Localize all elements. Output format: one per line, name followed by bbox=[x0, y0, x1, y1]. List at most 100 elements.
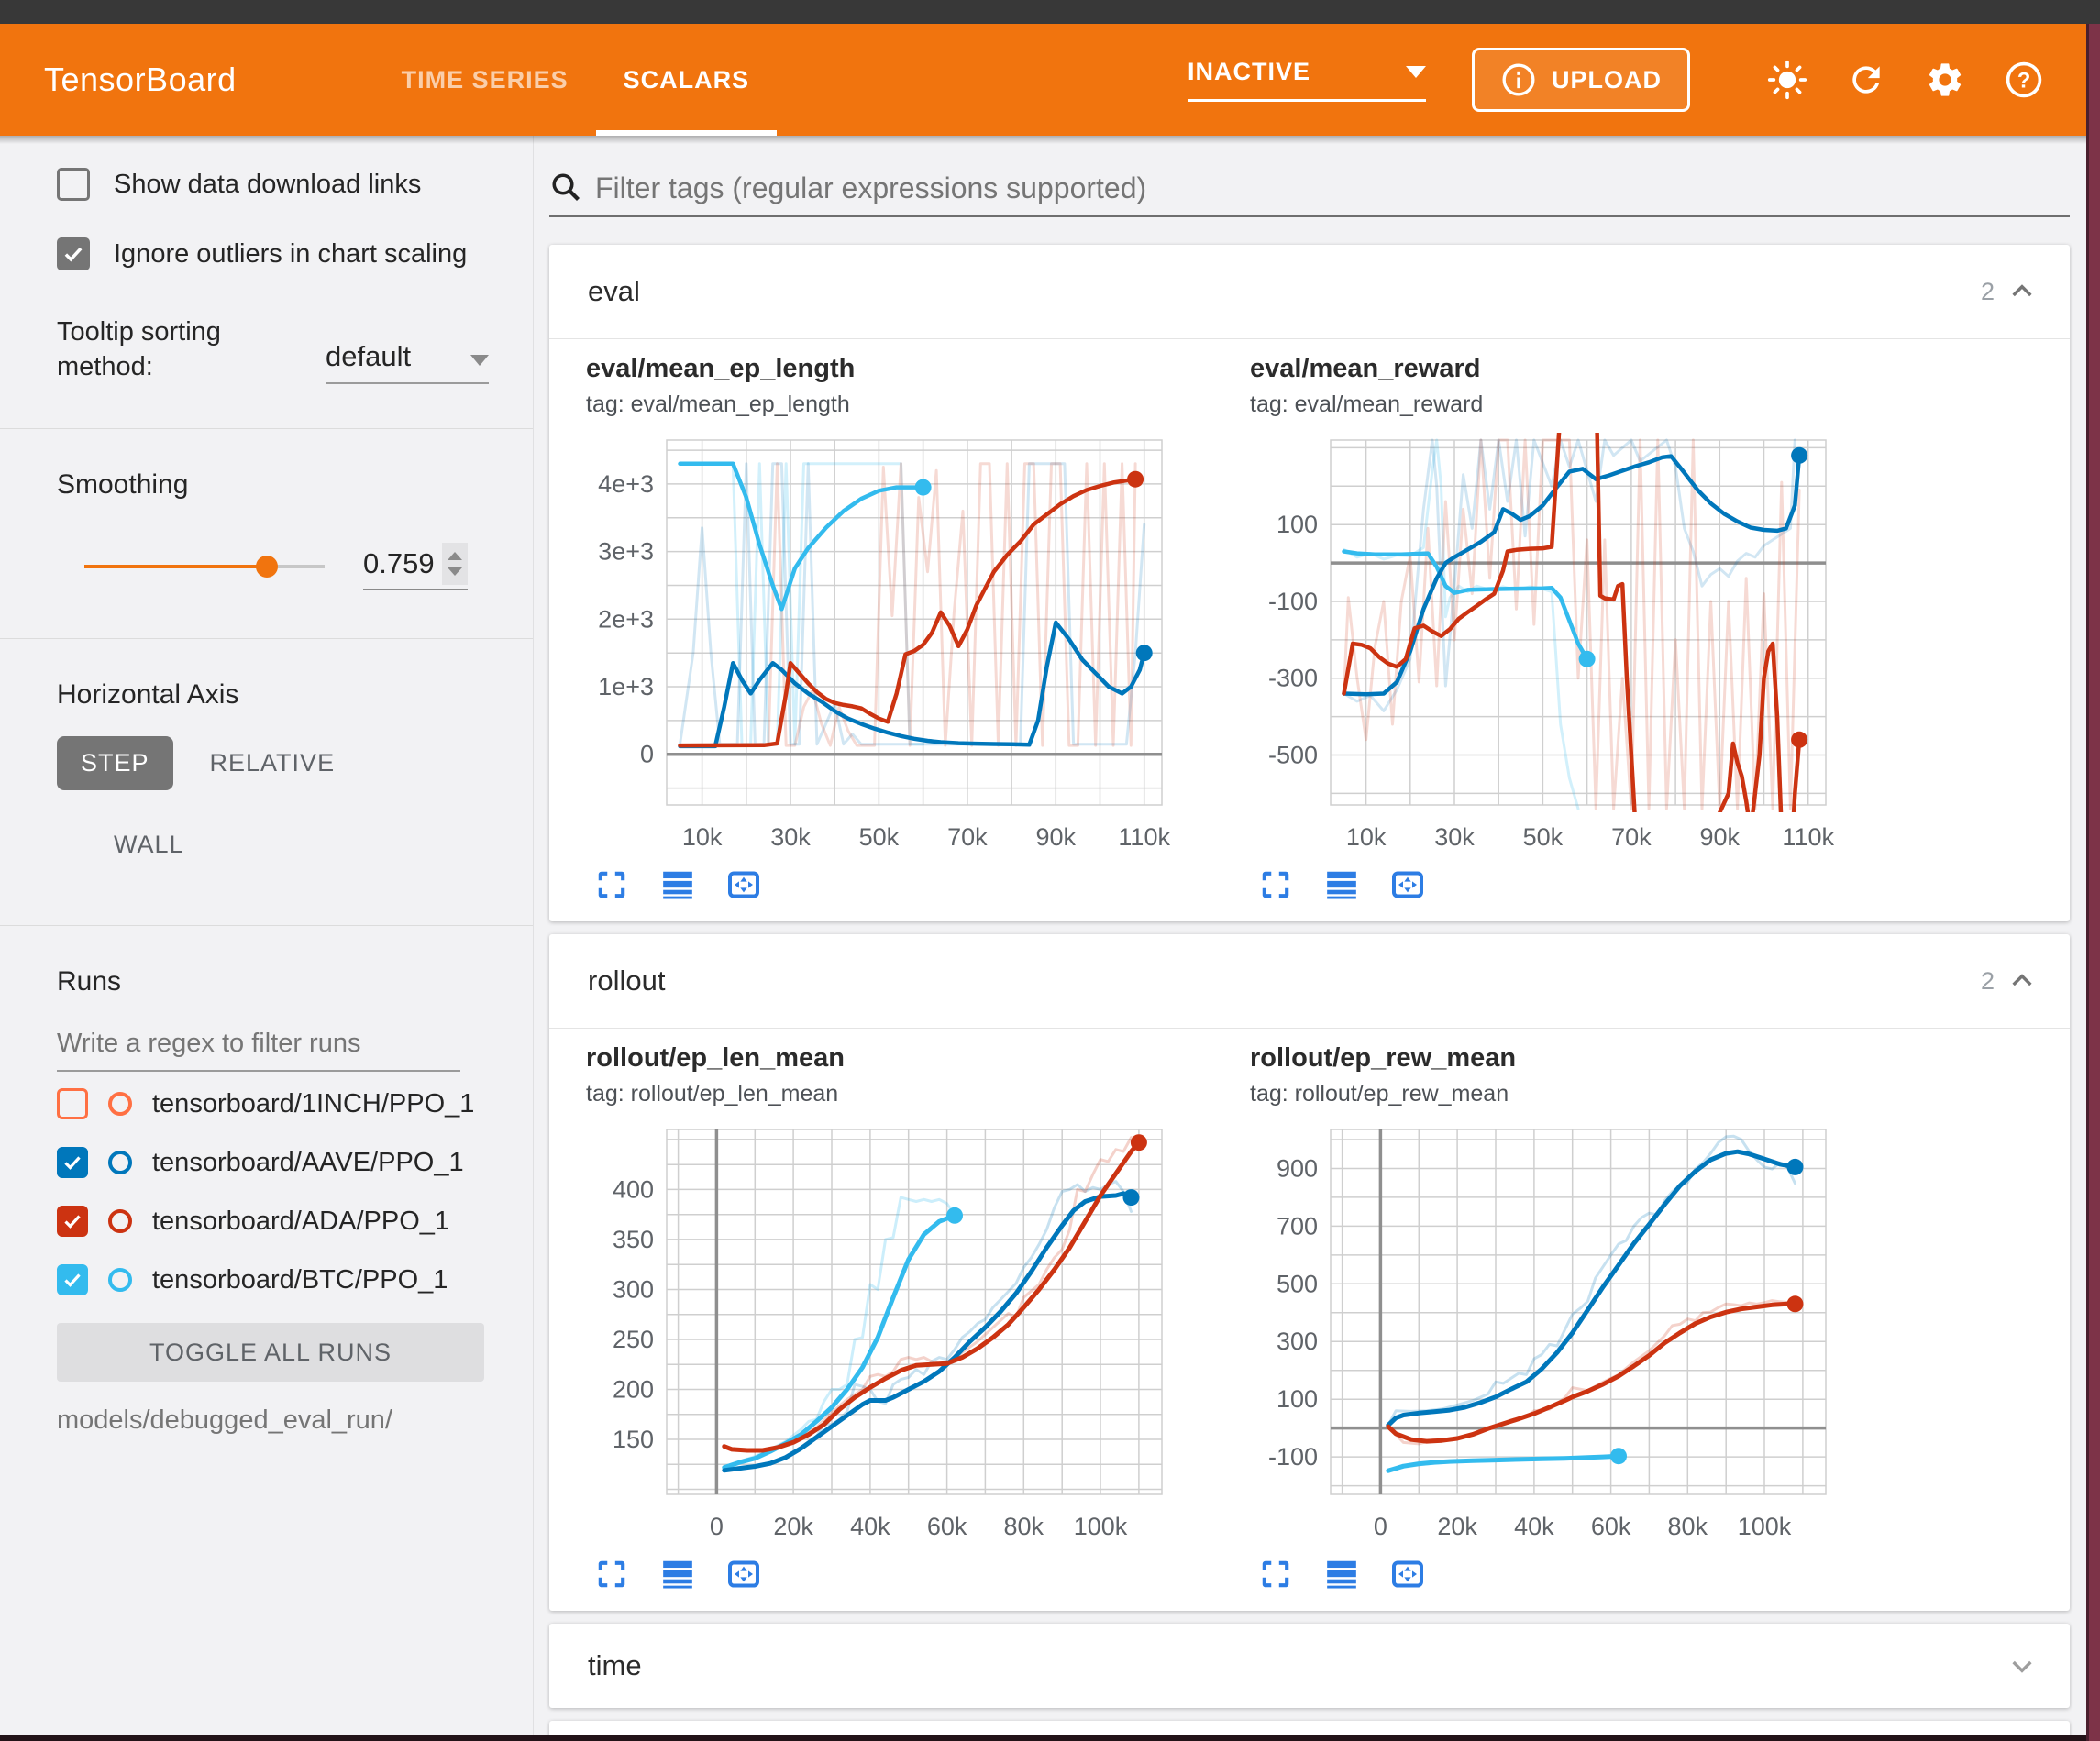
run-color-ring[interactable] bbox=[108, 1268, 132, 1293]
smoothing-input[interactable]: 0.759 bbox=[363, 543, 468, 591]
info-icon bbox=[1500, 61, 1537, 98]
help-icon[interactable]: ? bbox=[2000, 56, 2048, 104]
divider bbox=[549, 338, 2070, 339]
tab-scalars[interactable]: SCALARS bbox=[595, 24, 778, 136]
upload-label: UPLOAD bbox=[1552, 65, 1662, 94]
header-right: INACTIVE UPLOAD ? bbox=[1188, 48, 2048, 112]
chevron-down-icon bbox=[1406, 66, 1426, 78]
run-checkbox[interactable] bbox=[57, 1088, 88, 1120]
section-header-rollout[interactable]: rollout 2 bbox=[549, 934, 2070, 1028]
horizontal-axis-label: Horizontal Axis bbox=[57, 679, 239, 711]
tooltip-sorting-label: Tooltip sorting method: bbox=[57, 317, 221, 381]
log-scale-icon[interactable] bbox=[658, 1554, 698, 1594]
runs-filter-input[interactable] bbox=[57, 1021, 460, 1073]
refresh-icon[interactable] bbox=[1842, 56, 1890, 104]
fit-domain-icon[interactable] bbox=[1387, 1554, 1428, 1594]
run-checkbox[interactable] bbox=[57, 1147, 88, 1179]
tooltip-sorting-row: Tooltip sorting method: default bbox=[57, 315, 533, 385]
chevron-down-icon[interactable] bbox=[2007, 1651, 2037, 1680]
section-header-eval[interactable]: eval 2 bbox=[549, 245, 2070, 338]
chart-plot[interactable]: 10k 30k 50k 70k 90k 110k 0 1e+3 2e+3 3e+3 4e+3 bbox=[586, 427, 1228, 863]
svg-text:150: 150 bbox=[613, 1426, 654, 1453]
axis-option-relative[interactable]: RELATIVE bbox=[209, 749, 336, 777]
run-row-1inch: tensorboard/1INCH/PPO_1 bbox=[57, 1077, 533, 1130]
checkbox-label: Ignore outliers in chart scaling bbox=[114, 238, 468, 269]
svg-text:50k: 50k bbox=[859, 823, 900, 851]
run-color-ring[interactable] bbox=[108, 1151, 132, 1175]
run-checkbox[interactable] bbox=[57, 1264, 88, 1296]
chart-plot[interactable]: 0 20k 40k 60k 80k 100k -100 100 300 500 700 900 bbox=[1250, 1117, 1892, 1552]
chevron-up-icon bbox=[447, 552, 462, 561]
tab-time-series[interactable]: TIME SERIES bbox=[401, 65, 569, 94]
axis-options-row2: WALL bbox=[57, 818, 533, 872]
svg-text:0: 0 bbox=[640, 741, 654, 768]
tag-filter-input[interactable] bbox=[595, 171, 2070, 205]
settings-icon[interactable] bbox=[1921, 56, 1969, 104]
svg-text:-500: -500 bbox=[1268, 742, 1318, 769]
chevron-up-icon[interactable] bbox=[2007, 277, 2037, 306]
svg-text:400: 400 bbox=[613, 1175, 654, 1203]
smoothing-slider[interactable] bbox=[84, 556, 325, 578]
fullscreen-icon[interactable] bbox=[1255, 865, 1296, 905]
svg-text:90k: 90k bbox=[1036, 823, 1077, 851]
run-checkbox[interactable] bbox=[57, 1206, 88, 1238]
chevron-up-icon[interactable] bbox=[2007, 966, 2037, 996]
section-count: 2 bbox=[1980, 277, 1995, 305]
chart-plot[interactable]: 10k 30k 50k 70k 90k 110k 100 -100 -300 -500 bbox=[1250, 427, 1892, 863]
ignore-outliers-row: Ignore outliers in chart scaling bbox=[57, 233, 533, 275]
svg-text:50k: 50k bbox=[1523, 823, 1564, 851]
fit-domain-icon[interactable] bbox=[724, 1554, 764, 1594]
log-scale-icon[interactable] bbox=[658, 865, 698, 905]
section-header-time[interactable]: time bbox=[549, 1624, 2070, 1708]
section-title: rollout bbox=[588, 964, 666, 997]
fullscreen-icon[interactable] bbox=[1255, 1554, 1296, 1594]
upload-button[interactable]: UPLOAD bbox=[1472, 48, 1690, 112]
log-scale-icon[interactable] bbox=[1321, 1554, 1362, 1594]
checkbox-show-download-links[interactable] bbox=[57, 168, 90, 201]
log-scale-icon[interactable] bbox=[1321, 865, 1362, 905]
section-card-time: time bbox=[549, 1624, 2070, 1708]
tooltip-sorting-value: default bbox=[326, 340, 412, 373]
run-color-ring[interactable] bbox=[108, 1209, 132, 1234]
toggle-all-runs-button[interactable]: TOGGLE ALL RUNS bbox=[57, 1323, 484, 1383]
chart-rollout-ep-len-mean: rollout/ep_len_mean tag: rollout/ep_len_… bbox=[586, 1043, 1228, 1594]
section-card-eval: eval 2 eval/mean_ep_length tag: eval/mea… bbox=[549, 245, 2070, 921]
fullscreen-icon[interactable] bbox=[591, 865, 632, 905]
tag-filter-bar bbox=[549, 171, 2070, 217]
chart-rollout-ep-rew-mean: rollout/ep_rew_mean tag: rollout/ep_rew_… bbox=[1250, 1043, 1892, 1594]
svg-text:?: ? bbox=[2017, 68, 2031, 93]
svg-text:100k: 100k bbox=[1738, 1513, 1792, 1540]
chart-plot[interactable]: 0 20k 40k 60k 80k 100k 150 200 250 300 350 400 bbox=[586, 1117, 1228, 1552]
divider bbox=[0, 428, 533, 430]
svg-text:4e+3: 4e+3 bbox=[598, 470, 654, 498]
status-dropdown[interactable]: INACTIVE bbox=[1188, 58, 1426, 102]
scrollbar[interactable] bbox=[2086, 24, 2100, 1741]
chart-title: rollout/ep_len_mean bbox=[586, 1043, 846, 1073]
chart-tag: tag: eval/mean_reward bbox=[1250, 391, 1484, 417]
stepper-buttons[interactable] bbox=[441, 543, 468, 586]
fit-domain-icon[interactable] bbox=[1387, 865, 1428, 905]
smoothing-label: Smoothing bbox=[57, 469, 189, 501]
chart-toolbar bbox=[586, 865, 1228, 905]
checkbox-ignore-outliers[interactable] bbox=[57, 237, 90, 270]
svg-text:300: 300 bbox=[613, 1276, 654, 1304]
fullscreen-icon[interactable] bbox=[591, 1554, 632, 1594]
fit-domain-icon[interactable] bbox=[724, 865, 764, 905]
chart-title: rollout/ep_rew_mean bbox=[1250, 1043, 1517, 1073]
axis-option-wall[interactable]: WALL bbox=[114, 831, 184, 859]
svg-text:0: 0 bbox=[710, 1513, 724, 1540]
tooltip-sorting-dropdown[interactable]: default bbox=[326, 315, 489, 385]
axis-option-step[interactable]: STEP bbox=[57, 736, 173, 791]
svg-text:200: 200 bbox=[613, 1376, 654, 1404]
svg-text:300: 300 bbox=[1277, 1328, 1318, 1355]
chart-tag: tag: eval/mean_ep_length bbox=[586, 391, 850, 417]
brightness-icon[interactable] bbox=[1763, 56, 1811, 104]
svg-text:60k: 60k bbox=[927, 1513, 967, 1540]
divider bbox=[0, 638, 533, 640]
svg-text:30k: 30k bbox=[1434, 823, 1475, 851]
svg-text:350: 350 bbox=[613, 1226, 654, 1253]
run-label: tensorboard/AAVE/PPO_1 bbox=[152, 1147, 464, 1177]
svg-text:100k: 100k bbox=[1074, 1513, 1128, 1540]
run-color-ring[interactable] bbox=[108, 1092, 132, 1117]
slider-handle[interactable] bbox=[255, 556, 278, 578]
